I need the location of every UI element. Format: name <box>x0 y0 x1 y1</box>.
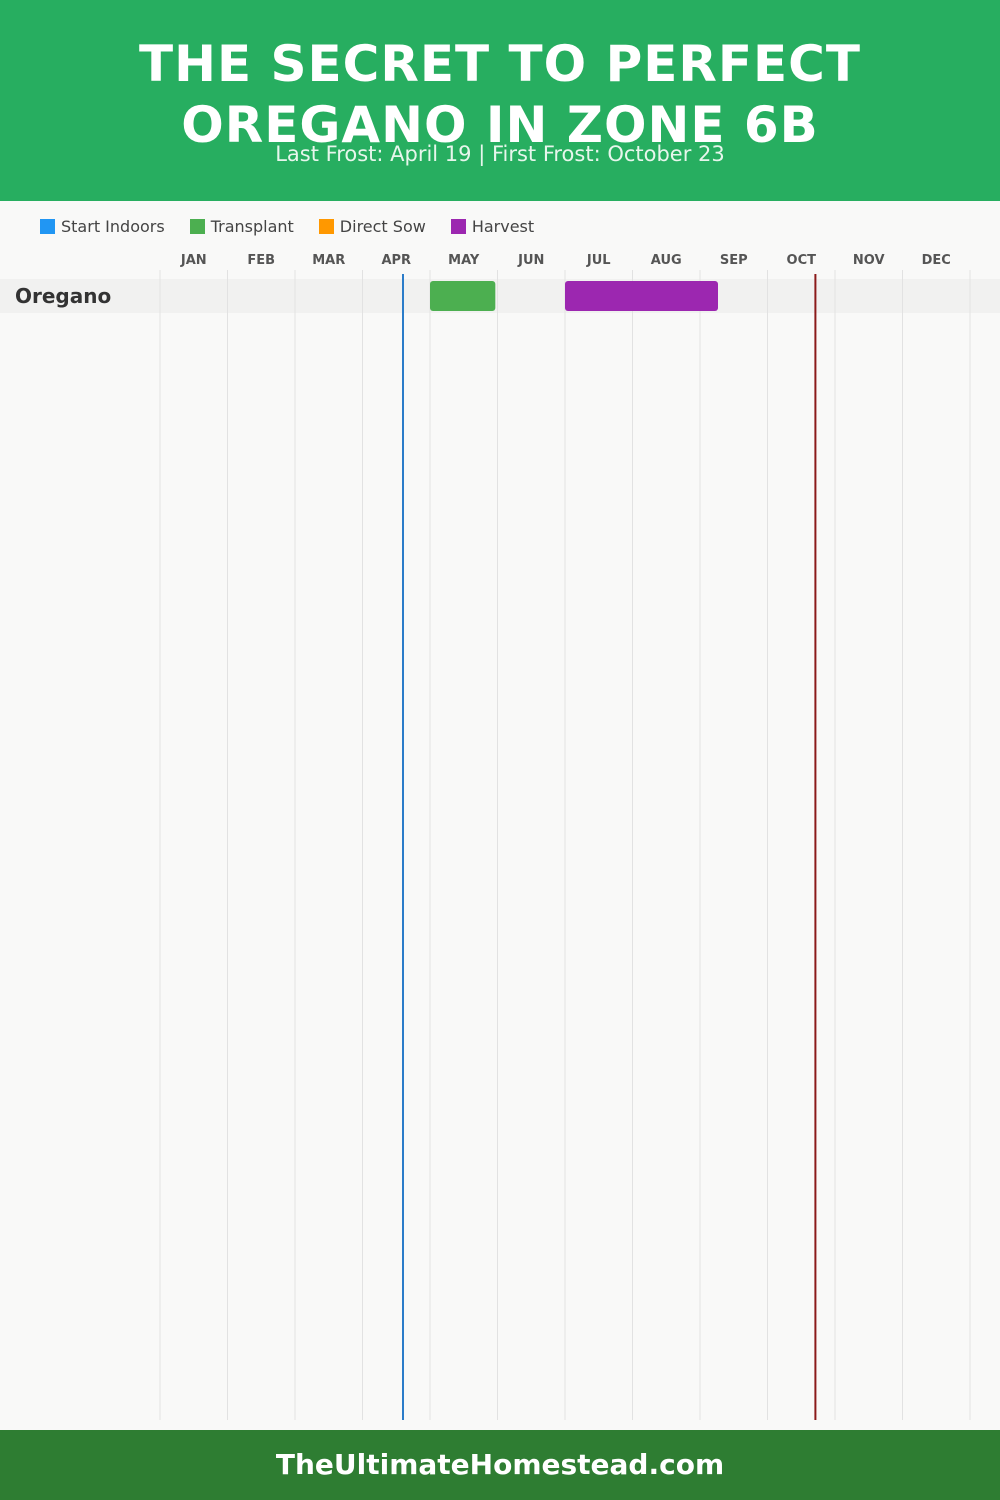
legend-item-start-indoors: Start Indoors <box>40 217 165 236</box>
legend-label-transplant: Transplant <box>210 216 294 236</box>
planting-calendar-chart: JAN FEB MAR APR MAY JUN JUL AUG SEP OCT NOV DEC Oreg… <box>0 253 1000 1420</box>
footer-site-name: TheUltimateHomestead.com <box>275 1448 725 1481</box>
legend-swatch-start-indoors <box>40 218 55 234</box>
legend-item-transplant: Transplant <box>189 216 294 236</box>
bar-transplant <box>430 281 496 311</box>
chart-area <box>0 201 1000 1430</box>
row-background-oregano <box>0 279 1000 313</box>
month-label-jul: JUL <box>586 253 611 268</box>
month-label-oct: OCT <box>787 253 817 268</box>
month-label-jun: JUN <box>517 253 544 268</box>
title-line-2: OREGANO IN ZONE 6B <box>181 96 819 154</box>
legend-label-start-indoors: Start Indoors <box>61 216 165 236</box>
month-label-nov: NOV <box>853 253 885 268</box>
frost-dates-subtitle: Last Frost: April 19 | First Frost: Octo… <box>275 142 725 166</box>
crop-label-oregano: Oregano <box>15 284 111 308</box>
legend-label-direct-sow: Direct Sow <box>339 216 426 236</box>
legend-item-harvest: Harvest <box>450 216 535 236</box>
month-label-aug: AUG <box>651 253 682 268</box>
legend-swatch-harvest <box>450 218 466 234</box>
month-label-sep: SEP <box>720 253 748 268</box>
month-label-feb: FEB <box>247 253 275 268</box>
legend-swatch-direct-sow <box>318 218 334 234</box>
legend-swatch-transplant <box>189 218 205 234</box>
chart-legend: Start Indoors Transplant Direct Sow Harvest <box>40 215 559 237</box>
header-banner: THE SECRET TO PERFECT OREGANO IN ZONE 6B… <box>0 0 1000 201</box>
title-line-1: THE SECRET TO PERFECT <box>139 35 861 93</box>
month-label-jan: JAN <box>180 253 207 268</box>
month-label-apr: APR <box>381 253 411 268</box>
month-label-dec: DEC <box>922 253 951 268</box>
footer-banner: TheUltimateHomestead.com <box>0 1430 1000 1500</box>
month-label-mar: MAR <box>312 253 345 268</box>
legend-label-harvest: Harvest <box>471 216 535 236</box>
page-title: THE SECRET TO PERFECT OREGANO IN ZONE 6B <box>0 34 1000 156</box>
legend-item-direct-sow: Direct Sow <box>318 216 426 236</box>
month-label-may: MAY <box>448 253 480 268</box>
bar-harvest <box>565 281 718 311</box>
